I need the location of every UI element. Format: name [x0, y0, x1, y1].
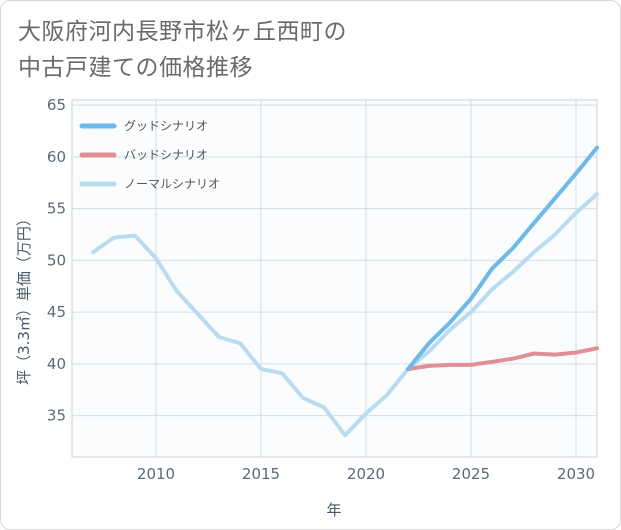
plot-area	[71, 99, 598, 458]
y-axis-label: 坪（3.3㎡）単価（万円）	[15, 211, 33, 385]
y-tick-label: 35	[47, 407, 66, 425]
x-tick-label: 2025	[452, 465, 490, 483]
series-lines	[91, 145, 599, 438]
series-line-0	[406, 145, 599, 371]
y-tick-label: 50	[47, 251, 66, 269]
chart-title-line-1: 大阪府河内長野市松ヶ丘西町の	[18, 19, 347, 45]
series-line-1	[406, 346, 599, 371]
y-tick-label: 55	[47, 200, 66, 218]
legend-label-2: ノーマルシナリオ	[124, 177, 220, 191]
x-axis-label: 年	[326, 501, 341, 519]
y-axis-ticks: 35 40 45 50 55 60 65	[47, 96, 66, 424]
y-tick-label: 65	[47, 96, 66, 114]
x-tick-label: 2010	[137, 465, 175, 483]
chart-title-line-2: 中古戸建ての価格推移	[18, 55, 253, 81]
y-tick-label: 40	[47, 355, 66, 373]
x-tick-label: 2015	[242, 465, 280, 483]
x-tick-label: 2020	[347, 465, 385, 483]
series-line-2	[91, 192, 599, 438]
chart-title: 大阪府河内長野市松ヶ丘西町の 中古戸建ての価格推移	[18, 14, 347, 86]
x-axis-ticks: 2010 2015 2020 2025 2030	[137, 465, 595, 483]
y-tick-label: 60	[47, 148, 66, 166]
legend-label-0: グッドシナリオ	[124, 119, 208, 133]
x-tick-label: 2030	[557, 465, 595, 483]
y-tick-label: 45	[47, 303, 66, 321]
legend-label-1: バッドシナリオ	[124, 148, 208, 162]
